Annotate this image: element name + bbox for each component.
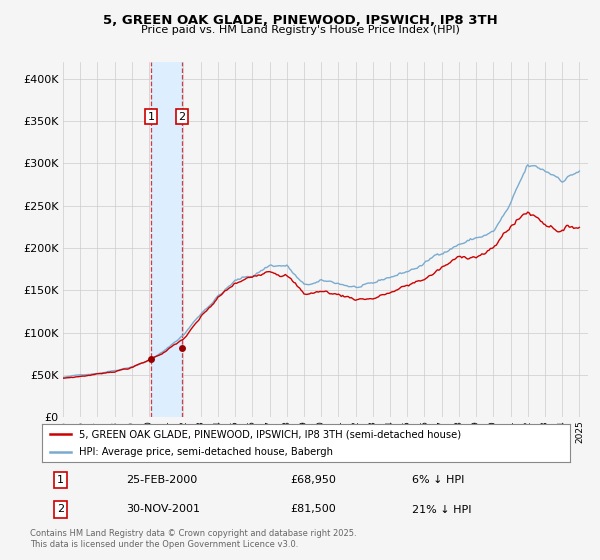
Text: 5, GREEN OAK GLADE, PINEWOOD, IPSWICH, IP8 3TH (semi-detached house): 5, GREEN OAK GLADE, PINEWOOD, IPSWICH, I… bbox=[79, 429, 461, 439]
Text: £81,500: £81,500 bbox=[290, 505, 336, 515]
Text: 5, GREEN OAK GLADE, PINEWOOD, IPSWICH, IP8 3TH: 5, GREEN OAK GLADE, PINEWOOD, IPSWICH, I… bbox=[103, 14, 497, 27]
Text: 21% ↓ HPI: 21% ↓ HPI bbox=[412, 505, 471, 515]
Text: 2: 2 bbox=[57, 505, 64, 515]
Text: 6% ↓ HPI: 6% ↓ HPI bbox=[412, 475, 464, 485]
Text: 30-NOV-2001: 30-NOV-2001 bbox=[127, 505, 200, 515]
Text: HPI: Average price, semi-detached house, Babergh: HPI: Average price, semi-detached house,… bbox=[79, 447, 333, 458]
Text: 1: 1 bbox=[57, 475, 64, 485]
Text: £68,950: £68,950 bbox=[290, 475, 336, 485]
Text: Price paid vs. HM Land Registry's House Price Index (HPI): Price paid vs. HM Land Registry's House … bbox=[140, 25, 460, 35]
Text: 2: 2 bbox=[178, 111, 185, 122]
Bar bbox=[151, 62, 182, 417]
Text: 1: 1 bbox=[148, 111, 155, 122]
Text: Contains HM Land Registry data © Crown copyright and database right 2025.: Contains HM Land Registry data © Crown c… bbox=[30, 529, 356, 538]
Text: 25-FEB-2000: 25-FEB-2000 bbox=[127, 475, 198, 485]
Text: This data is licensed under the Open Government Licence v3.0.: This data is licensed under the Open Gov… bbox=[30, 540, 298, 549]
